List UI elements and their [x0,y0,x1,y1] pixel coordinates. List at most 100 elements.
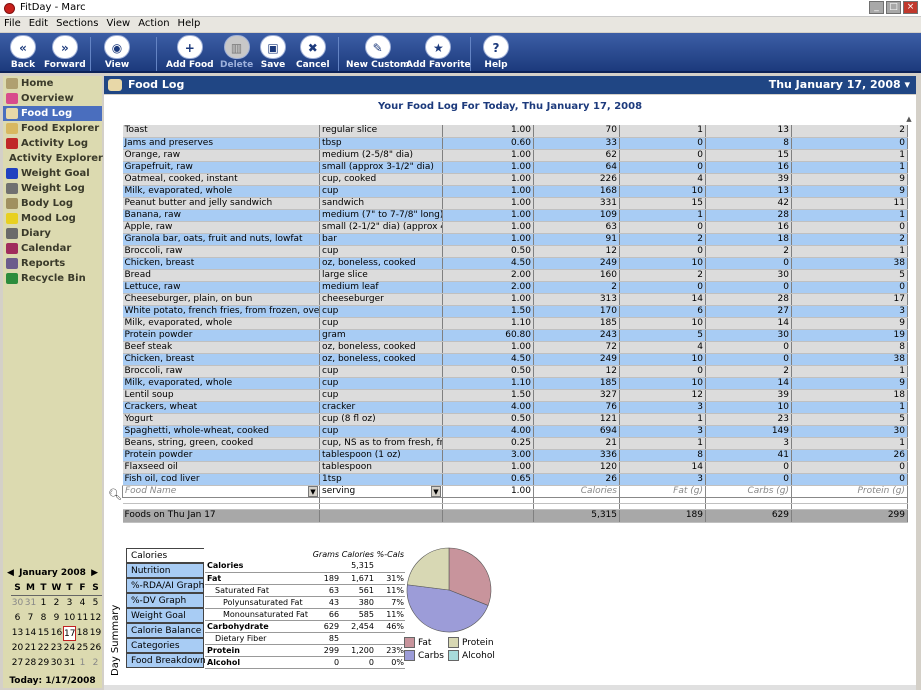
calendar-day[interactable]: 17 [63,626,76,641]
food-row[interactable]: Banana, raw medium (7" to 7-7/8" long) 1.0… [122,209,908,222]
calendar-day[interactable]: 12 [89,613,102,623]
food-row[interactable]: Oatmeal, cooked, instant cup, cooked 1.00 2… [122,173,908,186]
forward-button[interactable]: » Forward [44,35,86,70]
sidebar-item-reports[interactable]: Reports [3,256,102,271]
food-row[interactable]: Milk, evaporated, whole cup 1.10 185 10 14 9 [122,317,908,330]
food-row[interactable]: Toast regular slice 1.00 70 1 13 2 [122,125,908,138]
calendar-day[interactable]: 1 [40,598,47,608]
calendar-day[interactable]: 15 [37,628,50,638]
food-row[interactable]: Flaxseed oil tablespoon 1.00 120 14 0 0 [122,461,908,474]
food-row[interactable]: Bread large slice 2.00 160 2 30 5 [122,269,908,282]
calendar-day[interactable]: 24 [63,643,76,653]
add-food-button[interactable]: + Add Food [166,35,214,70]
food-row[interactable]: Crackers, wheat cracker 4.00 76 3 10 1 [122,401,908,414]
summary-tab-calorie-balance[interactable]: Calorie Balance [126,623,204,638]
calendar-day[interactable]: 23 [50,643,63,653]
sidebar-item-food-log[interactable]: Food Log [3,106,102,121]
calendar-day[interactable]: 20 [11,643,24,653]
sidebar-item-activity-log[interactable]: Activity Log [3,136,102,151]
entry-carbs[interactable]: Carbs (g) [705,484,792,498]
calendar-day[interactable]: 18 [76,628,89,638]
calendar-day[interactable]: 29 [37,658,50,668]
calendar-day[interactable]: 19 [89,628,102,638]
summary-tab--dv-graph[interactable]: %-DV Graph [126,593,204,608]
calendar-day[interactable]: 30 [11,598,24,608]
calendar-day[interactable]: 5 [92,598,99,608]
entry-amount[interactable]: 1.00 [442,484,534,498]
entry-food-placeholder[interactable]: Food Name ▼ [122,484,320,498]
food-row[interactable]: Fish oil, cod liver 1tsp 0.65 26 3 0 0 [122,473,908,486]
calendar-day[interactable]: 9 [53,613,60,623]
calendar-day[interactable]: 8 [40,613,47,623]
calendar-day[interactable]: 4 [79,598,86,608]
menu-action[interactable]: Action [138,18,170,29]
entry-protein[interactable]: Protein (g) [791,484,908,498]
save-button[interactable]: ▣ Save [260,35,286,70]
calendar-day[interactable]: 14 [24,628,37,638]
menu-edit[interactable]: Edit [28,18,49,29]
view-button[interactable]: ◉ View [104,35,130,70]
food-row[interactable]: Milk, evaporated, whole cup 1.10 185 10 14 9 [122,377,908,390]
food-row[interactable]: Broccoli, raw cup 0.50 12 0 2 1 [122,245,908,258]
food-row[interactable]: Protein powder gram 60.80 243 5 30 19 [122,329,908,342]
food-row[interactable]: Peanut butter and jelly sandwich sandwich… [122,197,908,210]
calendar-day[interactable]: 10 [63,613,76,623]
unit-dropdown-icon[interactable]: ▼ [431,486,441,496]
minimize-button[interactable]: _ [869,1,884,14]
calendar-day[interactable]: 30 [50,658,63,668]
food-row[interactable]: Granola bar, oats, fruit and nuts, lowfa… [122,233,908,246]
food-row[interactable]: Chicken, breast oz, boneless, cooked 4.50 2… [122,257,908,270]
food-row[interactable]: Beans, string, green, cooked cup, NS as t… [122,437,908,450]
entry-unit-value[interactable]: serving ▼ [319,484,443,498]
sidebar-item-overview[interactable]: Overview [3,91,102,106]
calendar-day[interactable]: 31 [63,658,76,668]
calendar-day[interactable]: 28 [24,658,37,668]
search-icon[interactable]: 🔍︎ [108,488,122,501]
sidebar-item-weight-log[interactable]: Weight Log [3,181,102,196]
menu-help[interactable]: Help [177,18,201,29]
sidebar-item-body-log[interactable]: Body Log [3,196,102,211]
calendar-day[interactable]: 25 [76,643,89,653]
food-row[interactable]: Cheeseburger, plain, on bun cheeseburger 1… [122,293,908,306]
back-button[interactable]: «Back [10,35,36,70]
close-button[interactable]: × [903,1,918,14]
food-row[interactable]: Broccoli, raw cup 0.50 12 0 2 1 [122,365,908,378]
food-row[interactable]: Grapefruit, raw small (approx 3-1/2" dia)… [122,161,908,174]
sidebar-item-recycle-bin[interactable]: Recycle Bin [3,271,102,286]
calendar-day[interactable]: 7 [27,613,34,623]
menu-sections[interactable]: Sections [56,18,99,29]
sidebar-item-weight-goal[interactable]: Weight Goal [3,166,102,181]
cancel-button[interactable]: ✖ Cancel [296,35,330,70]
entry-calories[interactable]: Calories [533,484,620,498]
help-button[interactable]: ? Help [483,35,509,70]
scroll-up-icon[interactable]: ▲ [906,115,912,123]
food-row[interactable]: Spaghetti, whole-wheat, cooked cup 4.00 694… [122,425,908,438]
food-row[interactable]: Lettuce, raw medium leaf 2.00 2 0 0 0 [122,281,908,294]
sidebar-item-calendar[interactable]: Calendar [3,241,102,256]
food-row[interactable]: Chicken, breast oz, boneless, cooked 4.50 2… [122,353,908,366]
food-row[interactable]: Protein powder tablespoon (1 oz) 3.00 336 8 4… [122,449,908,462]
summary-tab-food-breakdown[interactable]: Food Breakdown [126,653,206,668]
sidebar-item-activity-explorer[interactable]: Activity Explorer [3,151,103,166]
delete-button[interactable]: ▥ Delete [220,35,253,70]
calendar-day[interactable]: 27 [11,658,24,668]
summary-tab-categories[interactable]: Categories [126,638,204,653]
food-row[interactable]: Beef steak oz, boneless, cooked 1.00 72 4 0 8 [122,341,908,354]
menu-view[interactable]: View [106,18,131,29]
summary-tab-nutrition[interactable]: Nutrition [126,563,204,578]
calendar-day[interactable]: 16 [50,628,63,638]
sidebar-item-home[interactable]: Home [3,76,102,91]
calendar-day[interactable]: 22 [37,643,50,653]
new-custom-button[interactable]: ✎ New Custom [346,35,409,70]
summary-tab-weight-goal[interactable]: Weight Goal [126,608,204,623]
food-row[interactable]: Yogurt cup (8 fl oz) 0.50 121 1 23 5 [122,413,908,426]
food-dropdown-icon[interactable]: ▼ [308,486,318,496]
calendar-day[interactable]: 31 [24,598,37,608]
food-row[interactable]: Jams and preserves tbsp 0.60 33 0 8 0 [122,137,908,150]
calendar-day[interactable]: 11 [76,613,89,623]
calendar-day[interactable]: 1 [79,658,86,668]
today-label[interactable]: Today: 1/17/2008 [9,676,96,686]
food-row[interactable]: Lentil soup cup 1.50 327 12 39 18 [122,389,908,402]
entry-fat[interactable]: Fat (g) [619,484,706,498]
